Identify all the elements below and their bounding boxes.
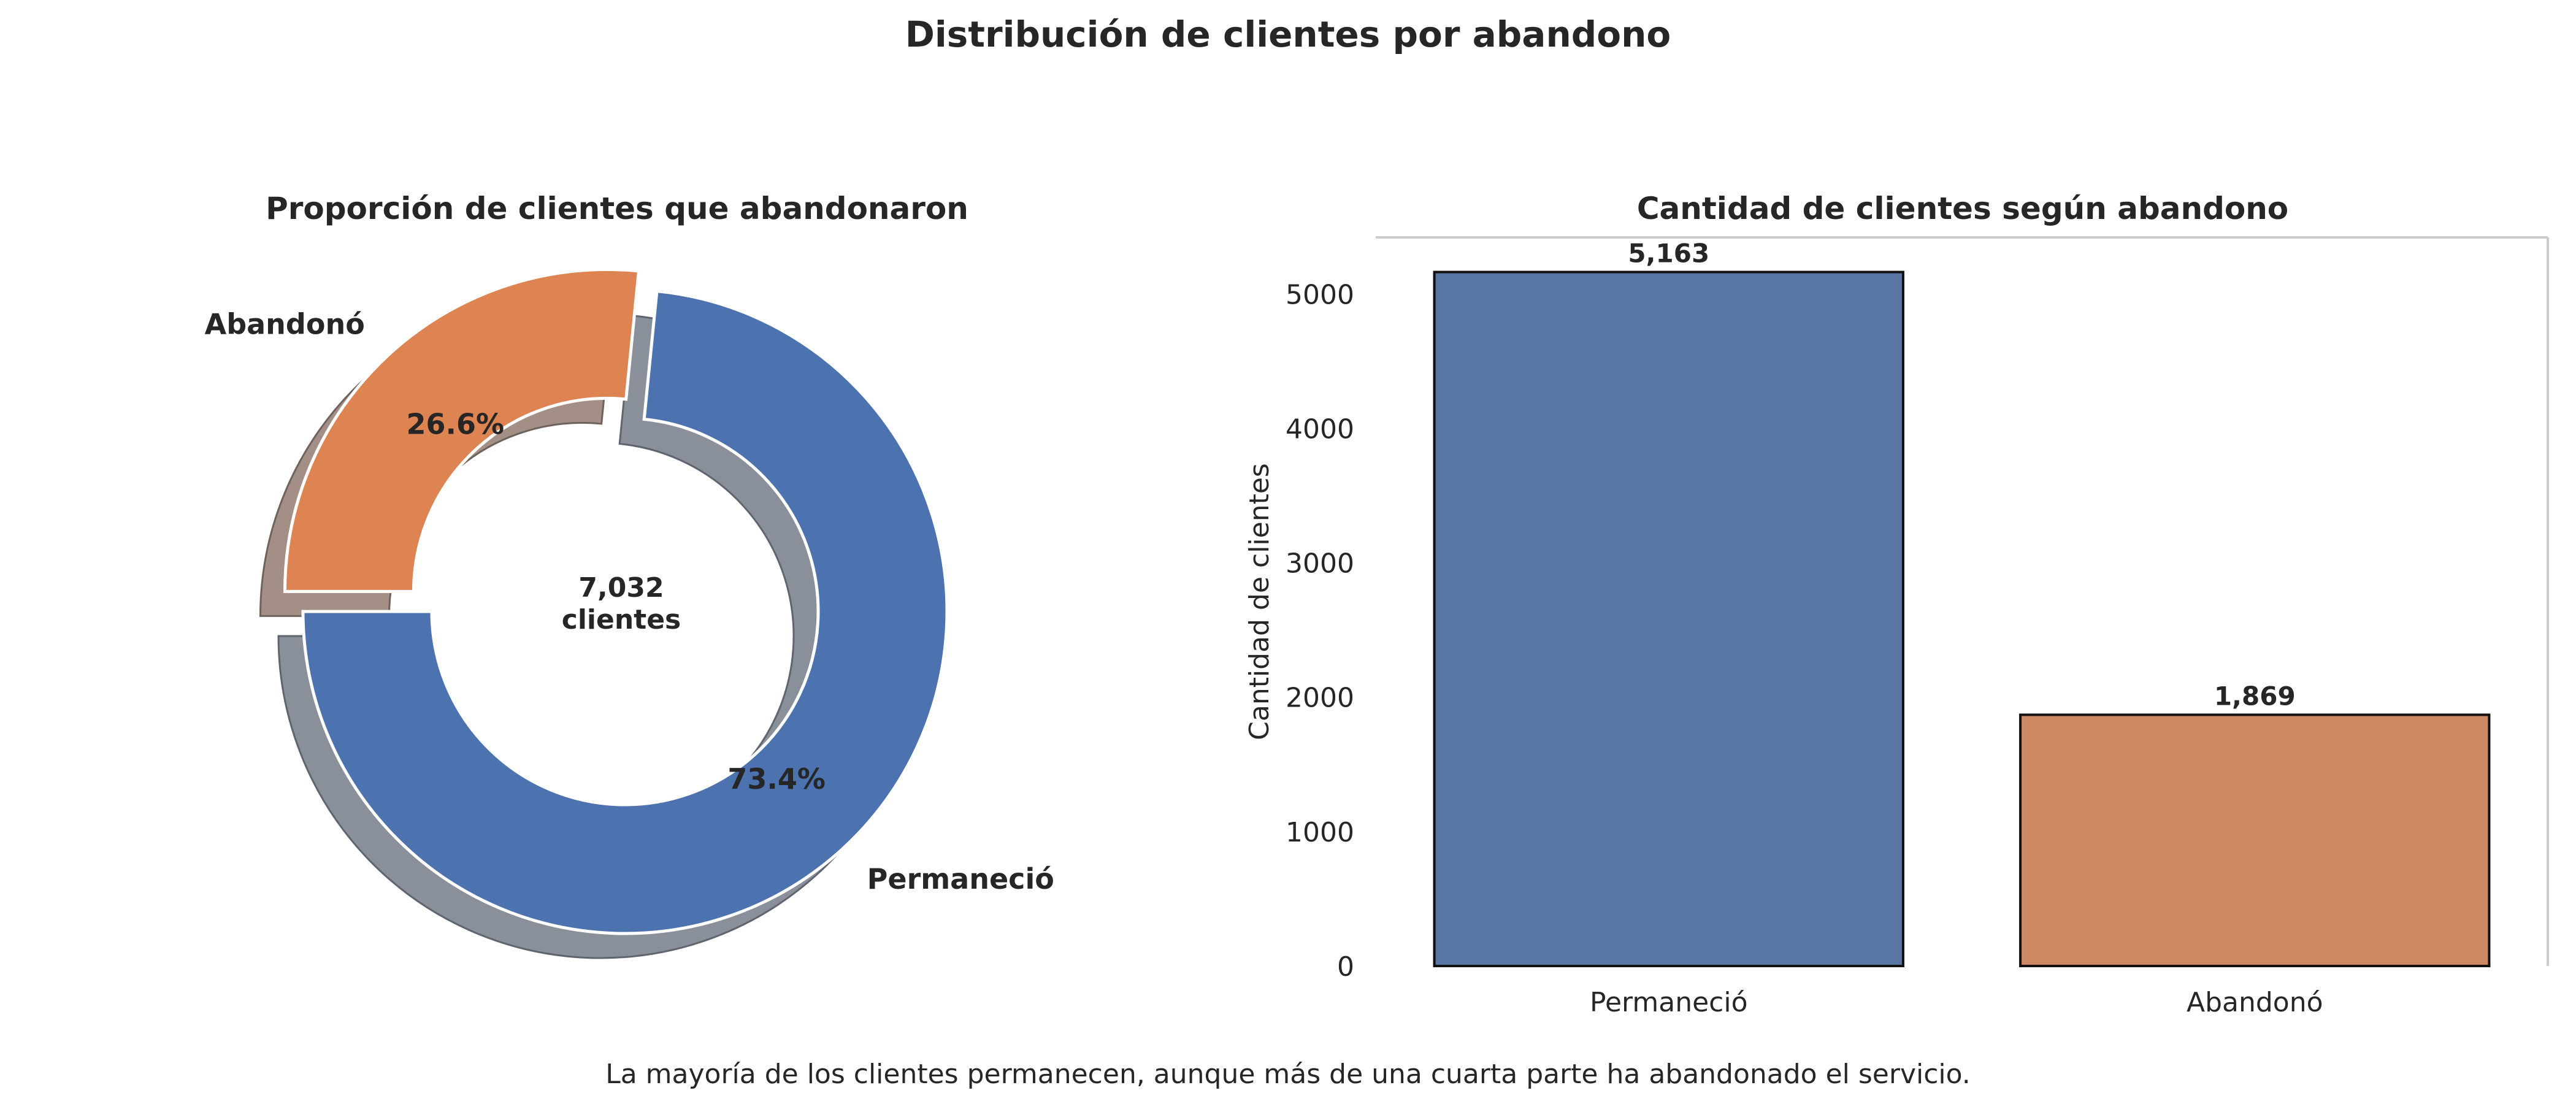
bar-x-tick-label: Abandonó — [2187, 987, 2323, 1018]
bar-permanecio — [1433, 270, 1904, 967]
bar-y-tick-label: 5000 — [1286, 279, 1354, 310]
donut-percent-label: 73.4% — [727, 762, 826, 795]
bar-abandono — [2019, 713, 2491, 967]
bar-value-label: 5,163 — [1628, 239, 1709, 269]
bar-y-tick-label: 1000 — [1286, 817, 1354, 848]
bar-y-ticks: 0 1000 2000 3000 4000 5000 — [1286, 279, 1354, 983]
donut-category-label: Permaneció — [867, 862, 1054, 895]
figure-caption: La mayoría de los clientes permanecen, a… — [605, 1059, 1971, 1090]
bar-ylabel: Cantidad de clientes — [1244, 463, 1275, 740]
donut-wedge-abandono — [283, 267, 641, 593]
donut-percent-label: 26.6% — [406, 407, 504, 440]
figure-title: Distribución de clientes por abandono — [905, 13, 1671, 55]
bar-bars: 5,163 1,869 — [1433, 239, 2491, 967]
donut-title: Proporción de clientes que abandonaron — [266, 191, 968, 226]
donut-wedge-permanecio — [301, 289, 949, 935]
donut-center-label: clientes — [562, 604, 681, 635]
bar-y-tick-label: 4000 — [1286, 413, 1354, 445]
donut-category-label: Abandonó — [205, 308, 365, 341]
bar-x-tick-labels: Permaneció Abandonó — [1590, 987, 2323, 1018]
bar-x-tick-label: Permaneció — [1590, 987, 1747, 1018]
donut-wedges — [283, 267, 949, 935]
bar-y-tick-label: 3000 — [1286, 548, 1354, 580]
bar-y-tick-label: 0 — [1337, 951, 1354, 983]
donut-center-value: 7,032 — [578, 572, 664, 604]
bar-value-label: 1,869 — [2214, 681, 2296, 711]
bar-title: Cantidad de clientes según abandono — [1637, 191, 2288, 226]
bar-chart: Cantidad de clientes según abandono 0 100… — [1244, 191, 2549, 1018]
bar-y-tick-label: 2000 — [1286, 683, 1354, 714]
donut-labels: 73.4% Permaneció 26.6% Abandonó — [205, 308, 1054, 895]
donut-chart: Proporción de clientes que abandonaron 7… — [205, 191, 1054, 959]
